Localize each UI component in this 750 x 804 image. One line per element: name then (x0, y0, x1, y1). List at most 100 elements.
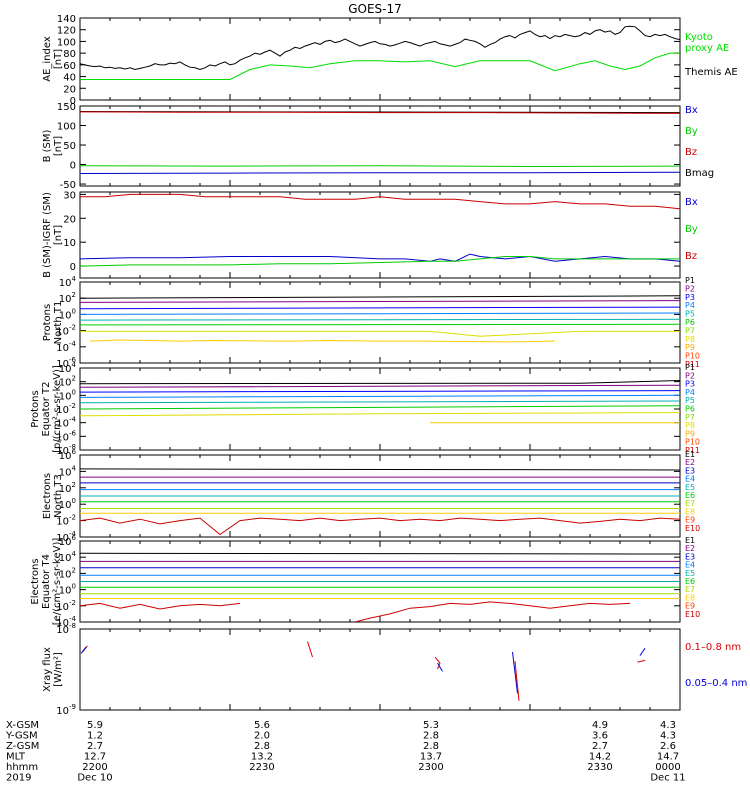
legend-entry: P8 (685, 421, 695, 430)
y-tick-label: 10-9 (56, 703, 76, 717)
y-axis-label: Electrons (30, 558, 41, 604)
legend-entry: P10 (685, 438, 700, 447)
legend-entry: Bx (685, 197, 698, 208)
legend-entry: E9 (685, 602, 695, 611)
footer-value: 13.2 (251, 752, 273, 763)
y-tick-label: 102 (59, 291, 76, 305)
series-line (80, 517, 680, 536)
series-line (434, 656, 441, 670)
y-tick-label: 80 (63, 49, 76, 60)
series-group (80, 193, 680, 267)
footer-row-label: Y-GSM (5, 731, 38, 742)
legend-entry: 0.1–0.8 nm (685, 642, 741, 653)
legend-entry: Bmag (685, 168, 714, 179)
footer-value: 2.7 (592, 741, 608, 752)
series-line (354, 601, 631, 622)
y-axis-label: [nT] (53, 136, 64, 156)
series-line (80, 384, 680, 388)
series-line (80, 318, 680, 321)
y-axis-label: [W/m²] (53, 652, 64, 687)
y-tick-label: 106 (59, 534, 77, 548)
legend-entry: P2 (685, 371, 695, 380)
y-tick-label: 10-6 (56, 429, 76, 443)
footer-row-label: 2019 (6, 773, 31, 784)
footer-value: 0000 (655, 762, 680, 773)
series-line (80, 323, 680, 326)
y-axis-label: [e/(cm²-s-sr-keV)] (52, 538, 63, 626)
y-axis-label: Equator T2 (41, 382, 52, 437)
legend-entry: Themis AE (684, 67, 738, 78)
footer-value: 4.9 (592, 720, 608, 731)
y-tick-label: 100 (59, 497, 76, 511)
legend-entry: P11 (685, 360, 700, 369)
legend-entry: P3 (685, 380, 695, 389)
legend-entry: E1 (685, 450, 695, 459)
y-tick-label: 102 (59, 566, 76, 580)
footer-row-label: X-GSM (6, 720, 39, 731)
y-axis-label: Protons (30, 390, 41, 427)
series-line (80, 330, 680, 337)
y-tick-label: 102 (59, 375, 76, 389)
legend-entry: P4 (685, 301, 695, 310)
legend-entry: P8 (685, 335, 695, 344)
y-tick-label: 10-4 (56, 615, 76, 629)
series-group (80, 25, 680, 80)
legend-entry: P6 (685, 405, 695, 414)
legend-entry: E4 (685, 561, 695, 570)
footer-value: 2230 (249, 762, 274, 773)
series-line (80, 412, 680, 417)
series-line (80, 253, 680, 262)
y-tick-label: 150 (57, 102, 76, 113)
y-tick-label: 102 (59, 481, 76, 495)
series-line (80, 394, 680, 398)
legend-entry: E6 (685, 491, 695, 500)
footer-value: 12.7 (84, 752, 106, 763)
legend-entry: P6 (685, 318, 695, 327)
figure-title: GOES-17 (348, 2, 402, 16)
panel-2: -50 0 50 100 150 B (SM) [nT] Bx By Bz Bmag (42, 102, 714, 191)
legend-entry: E7 (685, 585, 695, 594)
footer-value: 4.3 (660, 731, 676, 742)
legend-entry: P7 (685, 413, 695, 422)
series-line (80, 468, 680, 471)
series-line (80, 306, 680, 310)
legend-entry: E2 (685, 544, 695, 553)
footer-value: 5.6 (254, 720, 270, 731)
y-tick-label: 140 (57, 14, 76, 25)
legend-entry: proxy AE (685, 43, 729, 54)
y-axis-label: [nT] (53, 49, 64, 69)
y-axis-label: Xray flux (42, 647, 53, 692)
footer-value: 14.7 (657, 752, 679, 763)
legend-entry: P9 (685, 429, 695, 438)
footer-row-label: MLT (6, 752, 26, 763)
series-line (80, 400, 680, 404)
y-tick-label: 10-4 (56, 416, 76, 430)
series-line (80, 171, 680, 174)
legend-entry: P11 (685, 446, 700, 455)
footer-value: 2.0 (254, 731, 270, 742)
series-line (80, 193, 680, 210)
y-tick-label: 104 (59, 550, 77, 564)
legend-entry: E4 (685, 475, 695, 484)
y-tick-label: 100 (57, 122, 76, 133)
series-line (80, 390, 680, 393)
series-line (80, 52, 680, 80)
legend-entry: E3 (685, 466, 695, 475)
legend-entry: P1 (685, 276, 695, 285)
legend-entry: E10 (685, 610, 700, 619)
y-tick-label: 20 (63, 84, 76, 95)
legend-entry: E5 (685, 569, 695, 578)
y-axis-label: Electrons (42, 473, 53, 519)
y-tick-label: 10-4 (56, 530, 76, 544)
y-tick-label: 104 (59, 361, 77, 375)
series-line (514, 661, 520, 701)
footer-value: 4.3 (660, 720, 676, 731)
y-axis-label: [nT] (53, 225, 64, 245)
series-line (80, 405, 680, 410)
footer-row-label: hhmm (6, 762, 38, 773)
series-line (307, 641, 313, 658)
